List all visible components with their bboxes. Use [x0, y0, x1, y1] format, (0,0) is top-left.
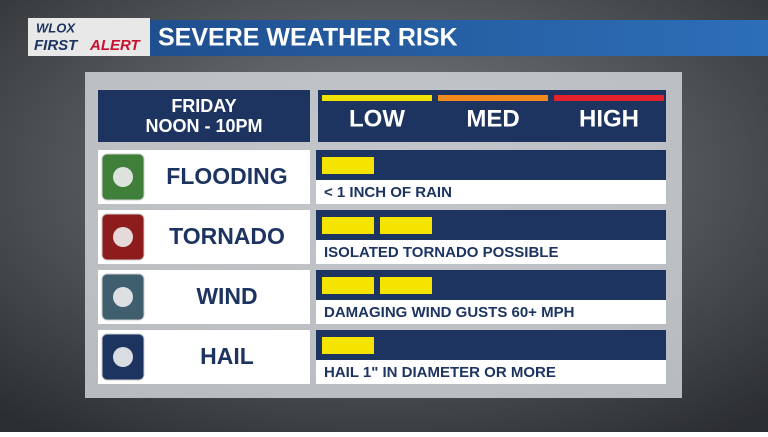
- hazard-icon-shape: [113, 227, 133, 247]
- hazard-icon-shape: [113, 347, 133, 367]
- period: FRIDAY: [171, 96, 236, 116]
- detail: DAMAGING WIND GUSTS 60+ MPH: [324, 304, 574, 321]
- hazard-name: TORNADO: [169, 223, 285, 249]
- hazard-icon-shape: [113, 167, 133, 187]
- scale-label: HIGH: [579, 105, 639, 132]
- risk-bar: [380, 277, 432, 294]
- period-box: [98, 90, 310, 142]
- risk-box: [316, 150, 666, 180]
- scale-stripe: [322, 95, 432, 101]
- risk-bar: [322, 157, 374, 174]
- risk-box: [316, 330, 666, 360]
- risk-box: [316, 210, 666, 240]
- risk-bar: [322, 337, 374, 354]
- detail-box: [316, 180, 666, 204]
- risk-bar: [322, 277, 374, 294]
- risk-bar: [380, 217, 432, 234]
- detail: ISOLATED TORNADO POSSIBLE: [324, 244, 558, 261]
- detail-box: [316, 240, 666, 264]
- hazard-icon-shape: [113, 287, 133, 307]
- hazard-name: WIND: [196, 283, 257, 309]
- risk-bar: [322, 217, 374, 234]
- logo-text: ALERT: [89, 37, 142, 54]
- hazard-name: FLOODING: [166, 163, 287, 189]
- scale-label: LOW: [349, 105, 405, 132]
- period: NOON - 10PM: [145, 116, 262, 136]
- hazard-name: HAIL: [200, 343, 254, 369]
- scale-label: MED: [466, 105, 519, 132]
- risk-box: [316, 270, 666, 300]
- title-bar: [150, 20, 768, 56]
- scale-stripe: [438, 95, 548, 101]
- title: SEVERE WEATHER RISK: [158, 24, 458, 52]
- logo-box: [28, 18, 150, 56]
- detail-box: [316, 300, 666, 324]
- detail: < 1 INCH OF RAIN: [324, 184, 452, 201]
- scale-stripe: [554, 95, 664, 101]
- detail: HAIL 1" IN DIAMETER OR MORE: [324, 364, 556, 381]
- logo-text: FIRST: [34, 37, 79, 54]
- logo-text: WLOX: [36, 20, 76, 35]
- detail-box: [316, 360, 666, 384]
